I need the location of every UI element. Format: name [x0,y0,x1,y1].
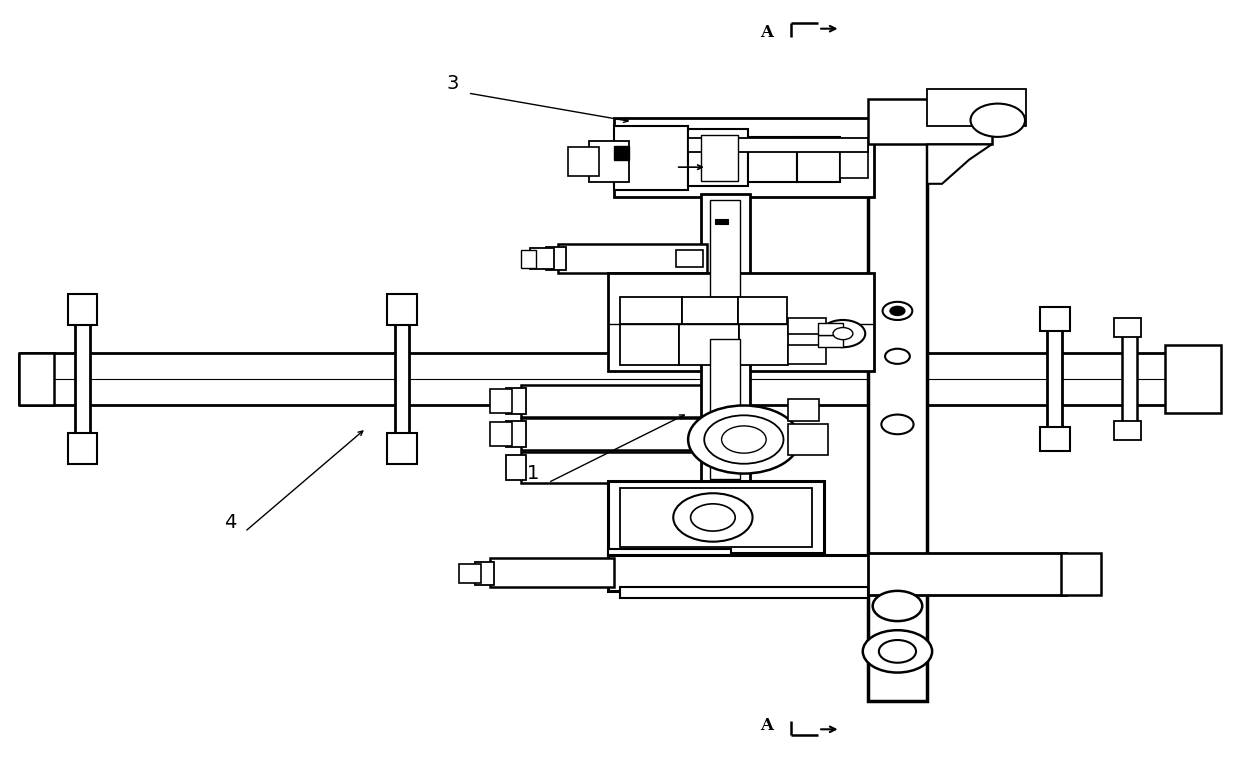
Bar [682,297,738,324]
Bar [546,247,565,270]
Circle shape [883,302,913,320]
Bar [818,323,843,335]
Bar [1122,324,1137,434]
Bar [521,385,707,417]
Bar [506,455,526,481]
Circle shape [722,426,766,453]
Bar [738,297,787,324]
Bar [614,126,688,190]
Bar [475,562,494,585]
Bar [67,434,97,464]
Text: A: A [760,24,773,41]
Bar [1166,345,1220,413]
Bar [789,318,826,334]
Bar [67,294,97,324]
Bar [797,137,841,182]
Bar [589,141,629,182]
Circle shape [879,640,916,662]
Text: 3: 3 [446,74,459,93]
Circle shape [890,306,905,315]
Bar [748,137,797,182]
Bar [459,565,481,583]
Text: 1: 1 [527,464,539,483]
Bar [789,424,828,455]
Bar [608,481,825,553]
Bar [529,248,554,269]
Bar [608,273,874,371]
Bar [506,421,526,447]
Bar [620,587,868,598]
Bar [20,352,55,406]
Circle shape [971,104,1025,137]
Bar [1040,427,1070,451]
Bar [568,148,599,176]
Bar [387,294,417,324]
Circle shape [673,493,753,542]
Bar [676,250,703,267]
Bar [789,345,826,364]
Circle shape [885,349,910,364]
Circle shape [882,415,914,434]
Circle shape [704,415,784,464]
Bar [506,388,526,414]
Bar [1115,421,1142,440]
Bar [841,141,868,178]
Bar [558,244,707,273]
Bar [701,136,738,180]
Bar [387,434,417,464]
Bar [490,389,512,413]
Circle shape [833,327,853,340]
Bar [1061,553,1101,594]
Bar [1040,307,1070,331]
Polygon shape [928,145,992,183]
Bar [521,452,707,484]
Circle shape [688,406,800,474]
Bar [1115,318,1142,337]
Bar [868,99,992,145]
Bar [818,335,843,347]
Bar [490,559,614,587]
Bar [620,324,680,365]
Bar [608,550,732,572]
Bar [701,334,750,485]
Circle shape [821,320,866,347]
Bar [394,303,409,455]
Bar [701,193,750,303]
Text: A: A [760,717,773,734]
Bar [614,146,629,160]
Bar [521,249,536,268]
Bar [688,130,748,186]
Bar [688,139,868,152]
Text: 4: 4 [223,513,236,532]
Bar [715,219,728,224]
Bar [521,418,707,450]
Bar [1048,315,1063,443]
Bar [490,422,512,446]
Bar [739,324,789,365]
Bar [928,89,1027,126]
Bar [711,200,740,297]
Bar [868,553,1066,594]
Bar [74,303,89,455]
Bar [614,118,874,197]
Bar [868,126,928,700]
Circle shape [873,590,923,621]
Bar [620,297,682,324]
Circle shape [863,630,932,672]
Circle shape [691,504,735,531]
Bar [711,339,740,479]
Bar [789,399,820,421]
Bar [608,555,874,590]
Bar [620,488,812,547]
Bar [680,324,739,365]
